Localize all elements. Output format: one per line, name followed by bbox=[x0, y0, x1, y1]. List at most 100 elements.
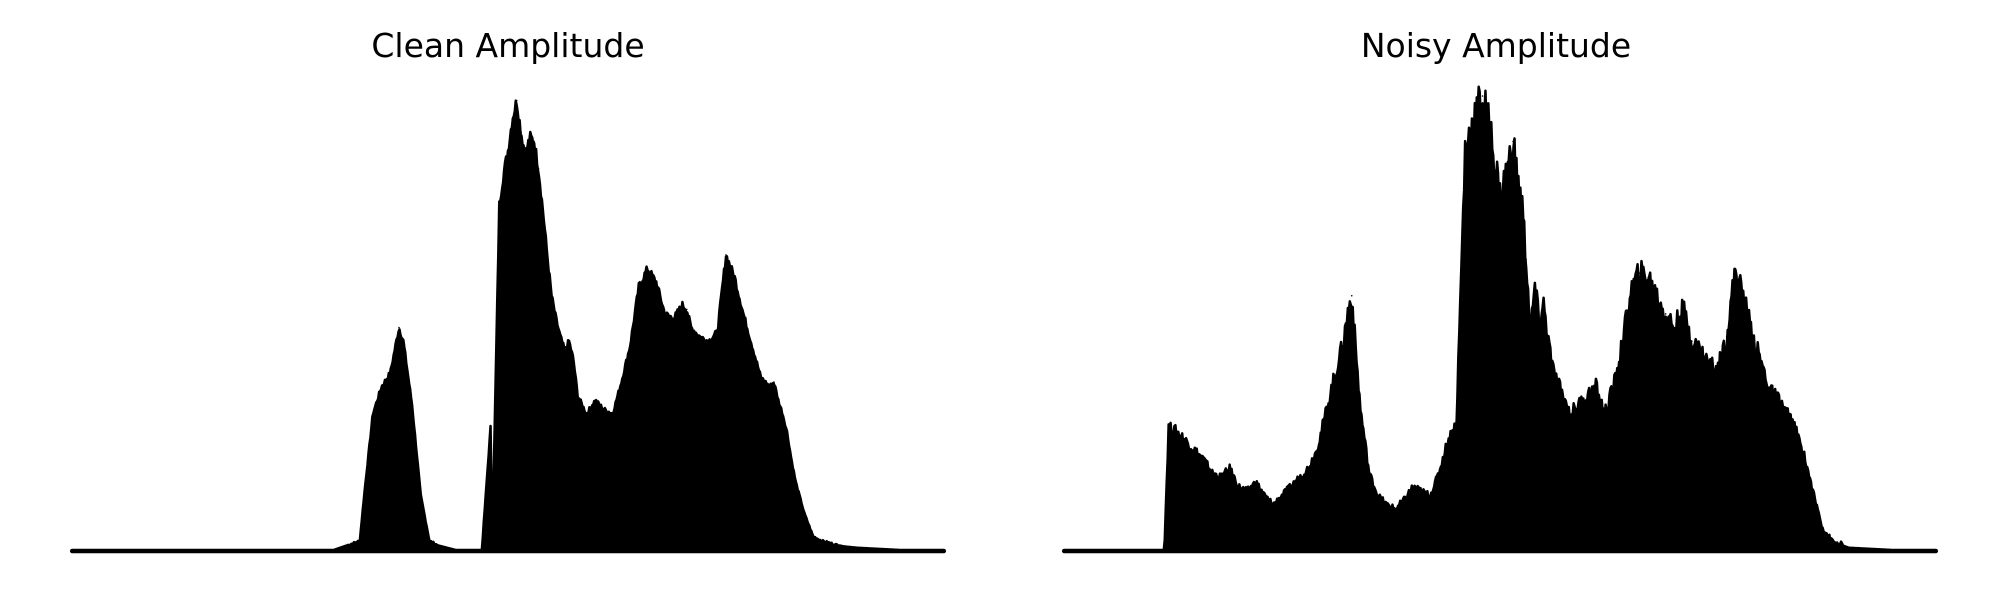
noisy-amplitude-plot bbox=[1062, 85, 1938, 554]
data-point bbox=[1394, 508, 1397, 510]
data-point bbox=[520, 131, 522, 134]
data-point bbox=[629, 344, 631, 347]
data-point bbox=[472, 549, 474, 551]
data-point bbox=[489, 426, 492, 429]
data-point bbox=[411, 403, 413, 406]
data-point bbox=[363, 494, 365, 497]
data-point bbox=[1359, 408, 1362, 411]
data-point bbox=[834, 543, 836, 546]
data-point bbox=[1512, 140, 1514, 143]
data-point bbox=[821, 540, 823, 542]
data-point bbox=[786, 431, 788, 433]
data-point bbox=[389, 372, 392, 374]
data-point bbox=[1691, 340, 1693, 342]
data-point bbox=[1778, 399, 1780, 401]
data-point bbox=[576, 394, 579, 397]
data-point bbox=[1324, 413, 1327, 415]
data-point bbox=[515, 99, 518, 102]
data-point bbox=[1355, 353, 1357, 356]
data-point bbox=[1769, 390, 1772, 392]
data-point bbox=[1255, 481, 1257, 483]
data-point bbox=[1438, 472, 1440, 474]
data-point bbox=[777, 399, 780, 401]
data-point bbox=[1673, 326, 1676, 329]
data-point bbox=[524, 154, 527, 156]
data-point bbox=[546, 254, 549, 256]
data-point bbox=[491, 540, 494, 542]
data-point bbox=[751, 344, 753, 347]
data-point bbox=[537, 167, 540, 170]
chart-title: Noisy Amplitude bbox=[1360, 26, 1632, 65]
data-point bbox=[454, 549, 457, 551]
data-point bbox=[533, 140, 535, 143]
data-point bbox=[1228, 467, 1231, 470]
data-point bbox=[1176, 431, 1179, 433]
data-point bbox=[585, 413, 588, 415]
data-point bbox=[1211, 472, 1214, 474]
data-point bbox=[1725, 335, 1728, 338]
data-point bbox=[1630, 290, 1632, 293]
data-point bbox=[1708, 363, 1711, 365]
data-point bbox=[550, 294, 553, 297]
data-point bbox=[699, 335, 701, 338]
data-point bbox=[1368, 472, 1370, 474]
data-point bbox=[1289, 485, 1292, 488]
data-point bbox=[790, 458, 793, 461]
data-point bbox=[481, 549, 483, 551]
data-point bbox=[1821, 526, 1824, 529]
data-point bbox=[1499, 195, 1501, 197]
data-point bbox=[794, 481, 797, 483]
data-point bbox=[1202, 458, 1205, 461]
data-point bbox=[1699, 349, 1702, 352]
data-point bbox=[773, 381, 775, 383]
data-point bbox=[1595, 385, 1597, 388]
data-point bbox=[760, 376, 762, 379]
amplitude-area bbox=[1062, 85, 1938, 554]
data-point bbox=[555, 317, 557, 320]
data-point bbox=[1760, 363, 1763, 365]
data-point bbox=[803, 512, 806, 515]
data-point bbox=[725, 254, 727, 256]
data-point bbox=[1455, 422, 1458, 424]
noisy-amplitude-panel: Noisy Amplitude bbox=[1000, 0, 2000, 600]
data-point bbox=[1307, 467, 1309, 470]
data-point bbox=[812, 535, 814, 538]
data-point bbox=[1490, 136, 1493, 138]
data-point bbox=[1717, 367, 1719, 370]
data-point bbox=[1647, 276, 1650, 279]
data-point bbox=[1420, 490, 1423, 492]
data-point bbox=[1891, 549, 1894, 551]
data-point bbox=[1551, 367, 1554, 370]
data-point bbox=[781, 413, 784, 415]
data-point bbox=[768, 385, 771, 388]
data-point bbox=[620, 381, 623, 383]
data-point bbox=[1346, 313, 1349, 315]
data-point bbox=[611, 413, 614, 415]
data-point bbox=[1848, 546, 1850, 549]
data-point bbox=[685, 308, 688, 311]
data-point bbox=[1538, 322, 1541, 324]
data-point bbox=[594, 399, 596, 401]
data-point bbox=[1446, 440, 1449, 442]
data-point bbox=[1403, 499, 1405, 501]
data-point bbox=[1586, 394, 1588, 397]
clean-amplitude-plot bbox=[70, 99, 946, 554]
data-point bbox=[646, 267, 649, 270]
data-point bbox=[393, 349, 396, 352]
data-point bbox=[1342, 344, 1344, 347]
data-point bbox=[498, 204, 501, 206]
data-point bbox=[664, 313, 666, 315]
data-point bbox=[332, 549, 335, 551]
data-point bbox=[380, 385, 383, 388]
data-point bbox=[1272, 503, 1275, 506]
data-point bbox=[672, 317, 675, 320]
data-point bbox=[358, 540, 361, 542]
data-point bbox=[402, 340, 405, 342]
data-point bbox=[1603, 413, 1606, 415]
data-point bbox=[158, 549, 160, 551]
data-point bbox=[1337, 358, 1340, 361]
data-point bbox=[1795, 431, 1798, 433]
data-point bbox=[1237, 485, 1240, 488]
data-point bbox=[655, 281, 658, 283]
